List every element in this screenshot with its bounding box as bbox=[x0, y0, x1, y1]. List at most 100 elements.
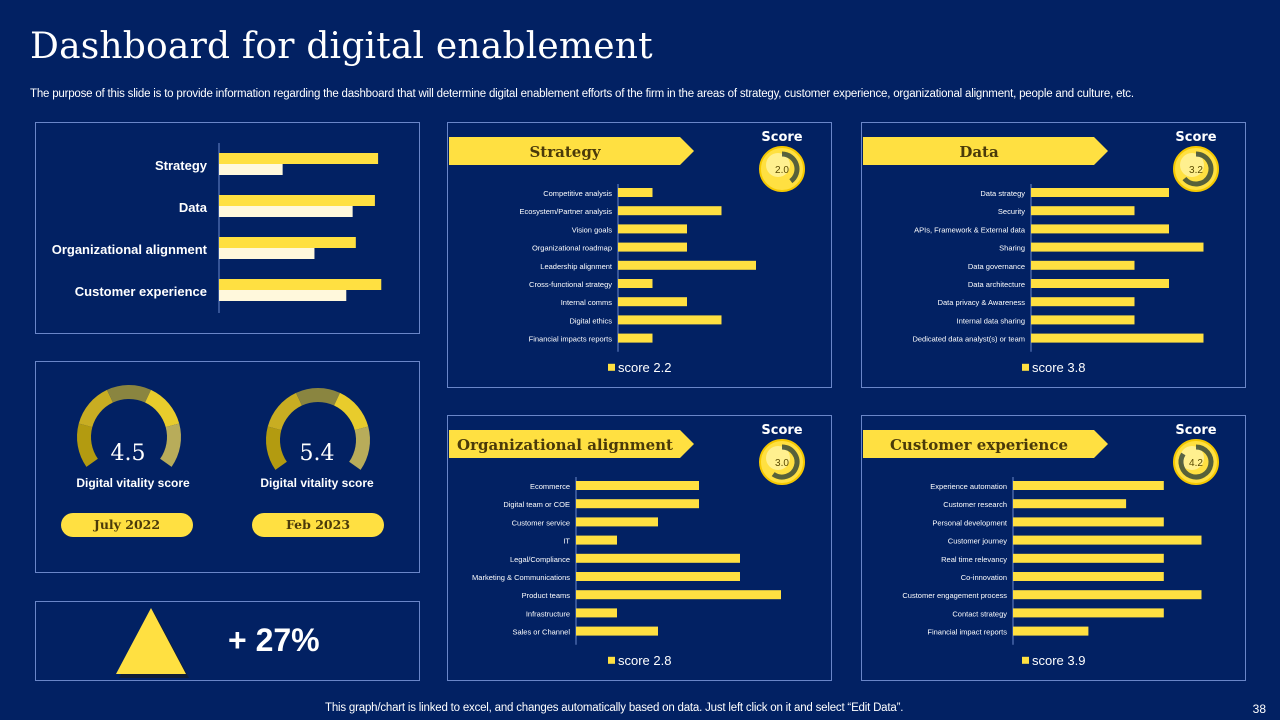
category-label: Organizational alignment bbox=[52, 242, 208, 257]
growth-kpi-panel: + 27% bbox=[35, 601, 420, 681]
category-label: Data privacy & Awareness bbox=[938, 298, 1026, 307]
bar bbox=[1031, 297, 1135, 307]
score-progress-arc bbox=[781, 151, 800, 184]
gauge-value: 4.5 bbox=[111, 441, 146, 466]
strategy-chart[interactable]: Strategy Score 2.0 Competitive analysis Ecos… bbox=[448, 123, 833, 389]
organizational-alignment-chart[interactable]: Organizational alignment Score 3.0 Ecommerc… bbox=[448, 416, 833, 682]
footer-note: This graph/chart is linked to excel, and… bbox=[325, 702, 904, 714]
category-label: Ecosystem/Partner analysis bbox=[519, 207, 612, 216]
category-label: Experience automation bbox=[930, 482, 1007, 491]
bar-series-2 bbox=[219, 206, 353, 217]
gauge-label: Digital vitality score bbox=[260, 476, 374, 490]
score-value: 3.0 bbox=[775, 458, 789, 469]
score-highlight bbox=[766, 153, 790, 177]
score-label: Score bbox=[761, 130, 802, 145]
legend-label: score 2.8 bbox=[618, 653, 671, 668]
category-label: Infrastructure bbox=[526, 609, 570, 618]
panel-title: Data bbox=[959, 143, 999, 161]
legend-label: score 3.9 bbox=[1032, 653, 1085, 668]
legend-swatch bbox=[608, 656, 615, 664]
gauge-segment bbox=[349, 426, 371, 470]
bar bbox=[576, 553, 740, 563]
bar bbox=[1013, 608, 1164, 618]
category-label: Data governance bbox=[968, 262, 1025, 271]
score-label: Score bbox=[1175, 423, 1216, 438]
category-label: Internal data sharing bbox=[957, 316, 1025, 325]
data-chart[interactable]: Data Score 3.2 Data strategy Security APIs, F… bbox=[862, 123, 1247, 389]
data-panel[interactable]: Data Score 3.2 Data strategy Security APIs, F… bbox=[861, 122, 1246, 388]
summary-chart-panel[interactable]: Strategy Data Organizational alignment Cust… bbox=[35, 122, 420, 334]
bar bbox=[618, 279, 653, 288]
growth-percentage: + 27% bbox=[228, 622, 320, 658]
panel-title: Customer experience bbox=[890, 436, 1068, 454]
page-subtitle: The purpose of this slide is to provide … bbox=[30, 88, 1134, 100]
category-label: Legal/Compliance bbox=[510, 555, 570, 564]
organizational-alignment-panel[interactable]: Organizational alignment Score 3.0 Ecommerc… bbox=[447, 415, 832, 681]
bar bbox=[576, 590, 781, 600]
score-progress-arc bbox=[1178, 444, 1214, 480]
category-label: Competitive analysis bbox=[543, 189, 612, 198]
category-label: Sharing bbox=[999, 244, 1025, 253]
bar-series-2 bbox=[219, 290, 347, 301]
legend-swatch bbox=[1022, 656, 1029, 664]
bar-series-1 bbox=[219, 237, 356, 248]
bar bbox=[618, 297, 687, 307]
bar bbox=[576, 626, 658, 636]
strategy-panel[interactable]: Strategy Score 2.0 Competitive analysis Ecos… bbox=[447, 122, 832, 388]
bar bbox=[1013, 517, 1164, 527]
bar bbox=[1031, 333, 1204, 343]
summary-chart[interactable]: Strategy Data Organizational alignment Cust… bbox=[36, 123, 421, 335]
page-number: 38 bbox=[1252, 702, 1266, 716]
category-label: Marketing & Communications bbox=[472, 573, 570, 582]
period-badge-july-2022: July 2022 bbox=[61, 513, 193, 537]
bar bbox=[576, 517, 658, 527]
bar bbox=[576, 499, 699, 509]
category-label: Digital ethics bbox=[569, 316, 612, 325]
gauge-segment bbox=[334, 392, 369, 431]
bar bbox=[1013, 626, 1089, 636]
gauge-segment bbox=[296, 388, 340, 406]
title-banner bbox=[449, 430, 694, 458]
bar-series-2 bbox=[219, 248, 315, 259]
category-label: Customer research bbox=[943, 500, 1007, 509]
customer-experience-panel[interactable]: Customer experience Score 4.2 Experience au… bbox=[861, 415, 1246, 681]
score-label: Score bbox=[761, 423, 802, 438]
triangle-up-icon bbox=[116, 608, 189, 678]
bar bbox=[576, 481, 699, 490]
bar bbox=[618, 206, 722, 216]
gauge-july-2022 bbox=[77, 385, 182, 467]
category-label: Internal comms bbox=[561, 298, 613, 307]
bar bbox=[576, 608, 617, 618]
bar bbox=[1013, 553, 1164, 563]
gauge-label: Digital vitality score bbox=[76, 476, 190, 490]
bar-series-1 bbox=[219, 195, 375, 206]
bar bbox=[1031, 260, 1135, 270]
category-label: Financial impact reports bbox=[927, 628, 1007, 637]
category-label: Customer engagement process bbox=[902, 591, 1007, 600]
customer-experience-chart[interactable]: Customer experience Score 4.2 Experience au… bbox=[862, 416, 1247, 682]
panel-title: Strategy bbox=[529, 143, 601, 161]
score-progress-arc bbox=[1182, 151, 1214, 187]
legend-swatch bbox=[608, 363, 615, 371]
bar bbox=[1013, 590, 1202, 600]
bar bbox=[618, 224, 687, 234]
category-label: Leadership alignment bbox=[540, 262, 613, 271]
bar bbox=[1013, 572, 1164, 581]
bar-series-1 bbox=[219, 279, 382, 290]
gauge-feb-2023 bbox=[266, 388, 371, 470]
bar bbox=[618, 188, 653, 197]
category-label: Data architecture bbox=[968, 280, 1025, 289]
category-label: Sales or Channel bbox=[512, 628, 570, 637]
period-badge-feb-2023: Feb 2023 bbox=[252, 513, 384, 537]
bar bbox=[1013, 535, 1202, 545]
category-label: Customer service bbox=[512, 518, 570, 527]
score-highlight bbox=[766, 446, 790, 470]
panel-title: Organizational alignment bbox=[457, 436, 673, 454]
title-banner bbox=[863, 137, 1108, 165]
category-label: Real time relevancy bbox=[941, 555, 1007, 564]
bar bbox=[1031, 206, 1135, 216]
score-progress-arc bbox=[771, 444, 800, 480]
bar bbox=[618, 315, 722, 325]
gauge-segment bbox=[145, 389, 180, 428]
gauge-segment bbox=[267, 392, 302, 431]
